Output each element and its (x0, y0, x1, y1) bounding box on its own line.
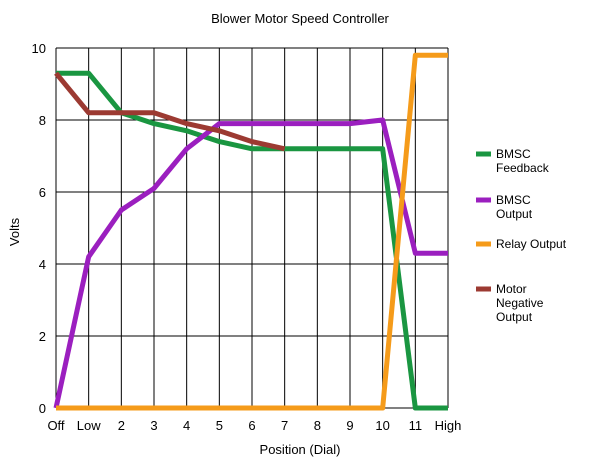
legend-label: Output (496, 310, 533, 324)
series-line-relay-output (56, 52, 448, 411)
x-tick-label: High (435, 418, 462, 433)
legend-label: Feedback (496, 161, 550, 175)
y-tick-label: 10 (32, 41, 46, 56)
x-tick-label: Off (47, 418, 64, 433)
x-tick-label: 6 (248, 418, 255, 433)
y-tick-label: 0 (39, 401, 46, 416)
series-line-bmsc-output (53, 117, 448, 409)
x-tick-label: 11 (409, 418, 423, 433)
series-group (53, 52, 448, 411)
legend-item: Relay Output (476, 237, 567, 251)
legend-label: Motor (496, 282, 527, 296)
legend-label: Relay Output (496, 237, 567, 251)
x-tick-label: 9 (346, 418, 353, 433)
x-tick-label: 4 (183, 418, 190, 433)
series-line-motor-negative-output (54, 71, 286, 152)
x-axis-ticks: Off Low 2 3 4 5 6 7 8 9 10 11 High (47, 418, 461, 433)
legend-label: BMSC (496, 147, 531, 161)
x-tick-label: 8 (314, 418, 321, 433)
y-tick-label: 2 (39, 329, 46, 344)
y-axis-ticks: 0 2 4 6 8 10 (32, 41, 46, 416)
x-tick-label: 3 (150, 418, 157, 433)
x-tick-label: Low (77, 418, 101, 433)
chart-title: Blower Motor Speed Controller (211, 11, 389, 26)
y-tick-label: 4 (39, 257, 46, 272)
x-tick-label: 10 (375, 418, 389, 433)
x-tick-label: 5 (216, 418, 223, 433)
legend-label: Output (496, 207, 533, 221)
x-tick-label: 7 (281, 418, 288, 433)
y-axis-label: Volts (7, 217, 22, 246)
legend-label: BMSC (496, 193, 531, 207)
x-tick-label: 2 (118, 418, 125, 433)
y-tick-label: 6 (39, 185, 46, 200)
legend-label: Negative (496, 296, 544, 310)
y-tick-label: 8 (39, 113, 46, 128)
x-axis-label: Position (Dial) (260, 442, 341, 457)
